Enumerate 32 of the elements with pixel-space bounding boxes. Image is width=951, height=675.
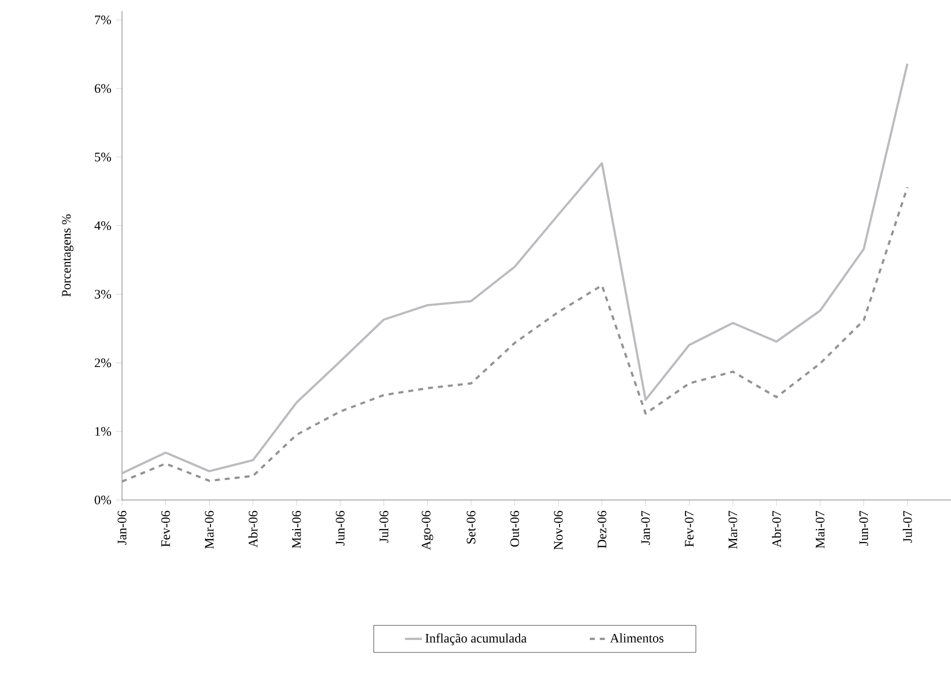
legend-label: Alimentos [610,633,664,643]
x-tick-label: Fev-07 [684,510,694,547]
x-tick-label: Mar-07 [728,510,738,549]
legend-label: Inflação acumulada [425,633,527,646]
x-tick-label: Dez-06 [598,510,606,548]
y-tick-label: 4% [94,221,112,230]
y-axis-title: Porcentagens % [62,214,74,297]
x-tick-label: Ago-06 [422,510,434,550]
line-series [122,186,908,483]
x-tick-label: Fev-06 [161,510,170,547]
x-tick-label: Jul-07 [902,510,912,543]
x-tick-label: Mai-07 [816,510,824,548]
x-tick-label: Abr-06 [248,510,258,548]
x-tick-label: Jan-06 [118,510,126,545]
y-tick-label: 6% [94,84,112,93]
x-tick-label: Jun-06 [336,510,345,546]
x-tick-label: Nov-06 [554,510,563,550]
y-tick-label: 0% [94,496,112,504]
x-tick-label: Jul-06 [379,510,388,543]
x-tick-label: Jan-07 [641,510,650,545]
x-tick-label: Out-06 [510,510,520,547]
x-tick-label: Set-06 [466,510,476,544]
y-tick-label: 3% [94,290,112,299]
y-tick-label: 2% [94,358,112,368]
x-tick-label: Jun-07 [859,510,868,546]
x-tick-label: Abr-07 [772,510,782,548]
y-tick-label: 7% [95,16,112,24]
y-tick-label: 5% [94,152,112,162]
x-tick-label: Mai-06 [292,510,301,548]
line-series [122,62,908,474]
x-tick-label: Mar-06 [204,510,214,549]
y-tick-label: 1% [95,427,112,436]
